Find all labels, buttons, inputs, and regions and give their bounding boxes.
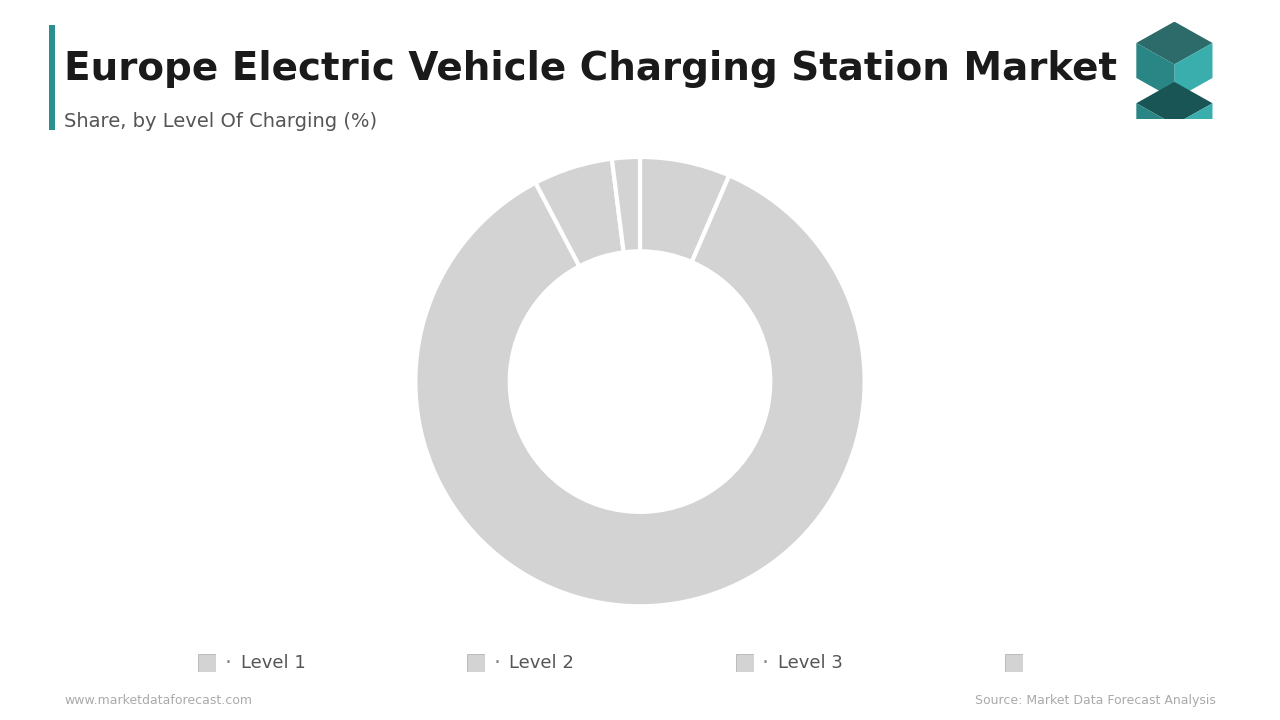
Polygon shape xyxy=(1175,103,1212,158)
Polygon shape xyxy=(1137,82,1212,125)
Text: Level 1: Level 1 xyxy=(241,654,306,672)
Polygon shape xyxy=(1137,43,1175,99)
Wedge shape xyxy=(416,176,864,606)
Wedge shape xyxy=(640,157,730,262)
Polygon shape xyxy=(1175,43,1212,99)
Text: Level 3: Level 3 xyxy=(778,654,844,672)
Polygon shape xyxy=(1137,22,1212,64)
Wedge shape xyxy=(535,158,623,266)
Wedge shape xyxy=(612,157,640,252)
Text: Europe Electric Vehicle Charging Station Market: Europe Electric Vehicle Charging Station… xyxy=(64,50,1117,89)
Text: Level 2: Level 2 xyxy=(509,654,575,672)
Polygon shape xyxy=(1137,103,1175,158)
Text: www.marketdataforecast.com: www.marketdataforecast.com xyxy=(64,694,252,707)
Text: Source: Market Data Forecast Analysis: Source: Market Data Forecast Analysis xyxy=(975,694,1216,707)
Text: Share, by Level Of Charging (%): Share, by Level Of Charging (%) xyxy=(64,112,378,130)
Text: ·: · xyxy=(224,653,232,673)
Text: ·: · xyxy=(762,653,769,673)
Text: ·: · xyxy=(493,653,500,673)
